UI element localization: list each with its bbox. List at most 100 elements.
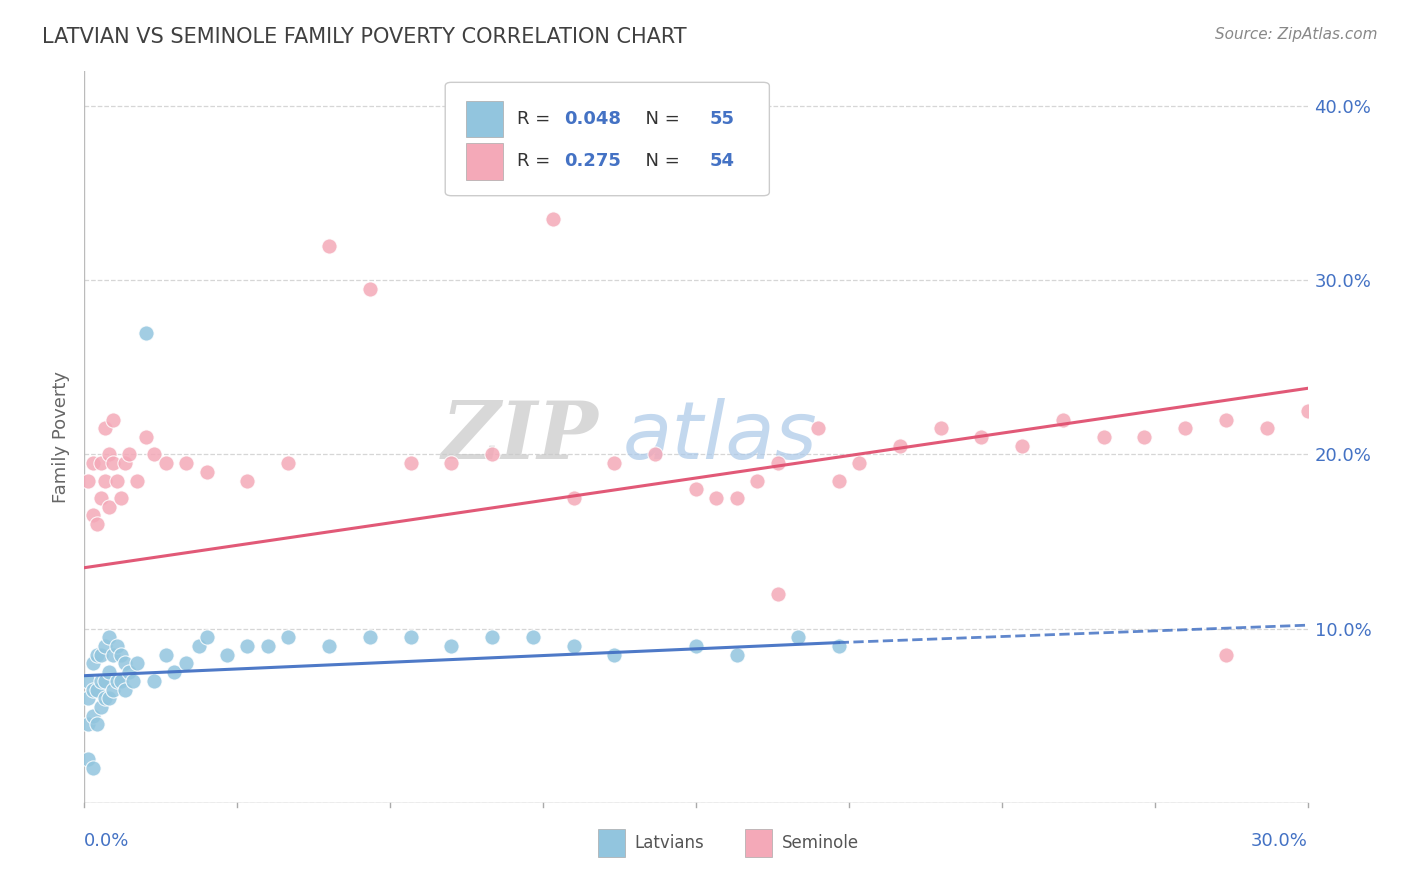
Point (562, 639, 585, 653)
Point (101, 648, 124, 662)
Point (522, 631, 544, 645)
Point (127, 474, 149, 488)
Text: 0.0%: 0.0% (84, 832, 129, 850)
Point (1174, 421, 1197, 435)
Point (90, 491, 112, 505)
Point (1215, 648, 1237, 662)
Point (257, 639, 280, 653)
Point (481, 631, 503, 645)
Point (706, 491, 728, 505)
Point (118, 448, 141, 462)
Point (766, 587, 789, 601)
Point (97, 691, 120, 706)
Point (114, 657, 136, 671)
Point (105, 474, 128, 488)
Point (236, 639, 259, 653)
Point (807, 421, 830, 435)
Point (93, 691, 115, 706)
Point (195, 631, 218, 645)
Point (97, 665, 120, 680)
Point (603, 648, 626, 662)
Point (543, 212, 565, 227)
Point (93, 421, 115, 435)
Point (101, 412, 124, 426)
Point (685, 639, 707, 653)
Point (86, 517, 108, 532)
Point (828, 474, 851, 488)
Point (828, 639, 851, 653)
Point (118, 665, 141, 680)
Text: Seminole: Seminole (782, 834, 859, 852)
Point (110, 648, 132, 662)
Text: 0.048: 0.048 (564, 110, 621, 128)
Point (122, 673, 145, 688)
Point (644, 448, 666, 462)
Point (90, 673, 112, 688)
Point (848, 456, 870, 470)
Point (155, 648, 177, 662)
Point (82, 456, 104, 470)
Point (725, 491, 748, 505)
Point (77, 474, 100, 488)
Point (318, 639, 340, 653)
Point (135, 430, 157, 444)
Point (82, 682, 104, 697)
Point (174, 456, 197, 470)
Text: 55: 55 (710, 110, 734, 128)
Point (155, 456, 177, 470)
Point (399, 456, 422, 470)
Text: 0.275: 0.275 (564, 153, 620, 170)
Point (93, 474, 115, 488)
Point (93, 639, 115, 653)
Point (114, 456, 136, 470)
FancyBboxPatch shape (446, 82, 769, 195)
FancyBboxPatch shape (745, 830, 772, 857)
Point (110, 491, 132, 505)
Text: 54: 54 (710, 153, 734, 170)
Point (1011, 439, 1033, 453)
Point (97, 631, 120, 645)
Point (86, 648, 108, 662)
Point (277, 456, 299, 470)
Point (82, 657, 104, 671)
Point (135, 326, 157, 340)
Point (440, 456, 463, 470)
Point (1256, 421, 1278, 435)
Point (114, 682, 136, 697)
Text: N =: N = (634, 153, 685, 170)
Point (142, 448, 165, 462)
Point (1133, 430, 1156, 444)
Point (359, 631, 381, 645)
Point (86, 717, 108, 731)
Point (766, 456, 789, 470)
Point (929, 421, 952, 435)
Point (889, 439, 911, 453)
Point (77, 691, 100, 706)
Point (105, 673, 128, 688)
Point (318, 238, 340, 252)
Text: atlas: atlas (623, 398, 817, 476)
Y-axis label: Family Poverty: Family Poverty (52, 371, 70, 503)
Point (725, 648, 748, 662)
Point (82, 761, 104, 775)
Point (127, 657, 149, 671)
Point (359, 282, 381, 296)
Text: LATVIAN VS SEMINOLE FAMILY POVERTY CORRELATION CHART: LATVIAN VS SEMINOLE FAMILY POVERTY CORRE… (42, 27, 686, 46)
Point (97, 500, 120, 514)
FancyBboxPatch shape (465, 101, 503, 137)
Text: ZIP: ZIP (441, 399, 598, 475)
Point (685, 483, 707, 497)
Point (163, 665, 186, 680)
Point (90, 700, 112, 714)
Point (90, 456, 112, 470)
Point (142, 673, 165, 688)
Point (195, 465, 218, 479)
Point (1092, 430, 1115, 444)
Point (86, 682, 108, 697)
Point (562, 491, 585, 505)
Text: Source: ZipAtlas.com: Source: ZipAtlas.com (1215, 27, 1378, 42)
Point (440, 639, 463, 653)
Point (277, 631, 299, 645)
Text: 30.0%: 30.0% (1251, 832, 1308, 850)
Point (399, 631, 422, 645)
